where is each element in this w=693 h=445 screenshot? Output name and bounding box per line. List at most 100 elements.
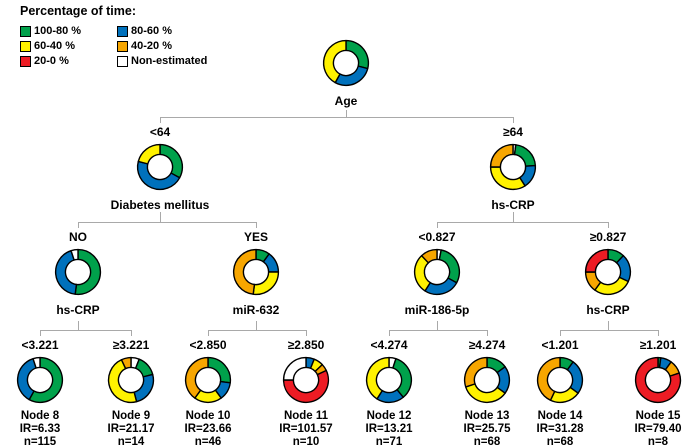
connector-leaf-c-rail xyxy=(389,330,488,331)
tree-leaf-node-10: <2.850 Node 10 IR=23.66 n=46 xyxy=(153,337,263,445)
tree-leaf-node-11: ≥2.850 Node 11 IR=101.57 n=10 xyxy=(251,337,361,445)
leaf-incidence-rate: IR=79.40 xyxy=(634,423,682,435)
branch-label: NO xyxy=(69,230,87,244)
connector-leaf-c-tick-right xyxy=(487,330,488,336)
connector-leaf-d-stem xyxy=(608,321,609,330)
tree-leaf-node-8: <3.221 Node 8 IR=6.33 n=115 xyxy=(0,337,95,445)
legend-item-label: 40-20 % xyxy=(131,40,172,52)
tree-node-hscrp-far-right: ≥0.827 hs-CRP xyxy=(553,229,663,317)
connector-dm-tick-left xyxy=(78,222,79,228)
donut-chart-hscrp-far-right xyxy=(584,248,632,296)
blue-swatch-icon xyxy=(117,25,128,37)
branch-label: ≥4.274 xyxy=(468,338,506,352)
leaf-sample-size: n=71 xyxy=(375,436,403,445)
connector-hscrp-tick-right xyxy=(608,222,609,228)
legend-item-100-80: 100-80 % xyxy=(20,25,117,37)
branch-label: ≥2.850 xyxy=(287,338,325,352)
connector-leaf-d-tick-left xyxy=(560,330,561,336)
branch-label: <1.201 xyxy=(541,338,579,352)
donut-chart-node-13 xyxy=(463,356,511,404)
tree-node-hscrp-no: NO hs-CRP xyxy=(23,229,133,317)
donut-chart-node-10 xyxy=(184,356,232,404)
legend-item-80-60: 80-60 % xyxy=(117,25,207,37)
white-swatch-icon xyxy=(117,55,128,67)
donut-chart-node-9 xyxy=(107,356,155,404)
connector-hscrp-rail xyxy=(437,222,609,223)
node-label: hs-CRP xyxy=(491,198,535,212)
node-label: Diabetes mellitus xyxy=(110,198,210,212)
leaf-name: Node 10 xyxy=(185,410,231,422)
connector-leaf-b-tick-left xyxy=(208,330,209,336)
branch-label: <2.850 xyxy=(189,338,227,352)
connector-hscrp-stem xyxy=(513,212,514,222)
legend: Percentage of time: 100-80 % 80-60 % 60-… xyxy=(20,4,207,67)
node-label: miR-632 xyxy=(232,303,280,317)
branch-label: <4.274 xyxy=(370,338,408,352)
connector-leaf-c-tick-left xyxy=(389,330,390,336)
connector-leaf-c-stem xyxy=(437,321,438,330)
legend-item-non-estimated: Non-estimated xyxy=(117,55,207,67)
leaf-incidence-rate: IR=6.33 xyxy=(19,423,61,435)
leaf-name: Node 12 xyxy=(366,410,412,422)
legend-item-40-20: 40-20 % xyxy=(117,40,207,52)
donut-chart-node-12 xyxy=(365,356,413,404)
connector-hscrp-tick-left xyxy=(437,222,438,228)
leaf-sample-size: n=10 xyxy=(292,436,320,445)
connector-dm-tick-right xyxy=(256,222,257,228)
branch-label: ≥1.201 xyxy=(639,338,677,352)
tree-leaf-node-13: ≥4.274 Node 13 IR=25.75 n=68 xyxy=(432,337,542,445)
connector-root-rail xyxy=(160,117,514,118)
tree-node-age: Age xyxy=(291,36,401,108)
donut-chart-mir632 xyxy=(232,248,280,296)
connector-leaf-b-stem xyxy=(256,321,257,330)
legend-title: Percentage of time: xyxy=(20,4,137,18)
legend-item-60-40: 60-40 % xyxy=(20,40,117,52)
connector-root-stem xyxy=(346,110,347,117)
donut-chart-node-14 xyxy=(536,356,584,404)
leaf-incidence-rate: IR=13.21 xyxy=(365,423,413,435)
connector-leaf-b-tick-right xyxy=(306,330,307,336)
tree-leaf-node-14: <1.201 Node 14 IR=31.28 n=68 xyxy=(505,337,615,445)
branch-label: YES xyxy=(243,230,268,244)
legend-item-label: Non-estimated xyxy=(131,55,208,67)
node-label: hs-CRP xyxy=(586,303,630,317)
connector-leaf-a-stem xyxy=(78,321,79,330)
connector-root-tick-left xyxy=(160,117,161,123)
donut-chart-node-15 xyxy=(634,356,682,404)
green-swatch-icon xyxy=(20,25,31,37)
leaf-incidence-rate: IR=23.66 xyxy=(184,423,232,435)
connector-leaf-d-tick-right xyxy=(658,330,659,336)
connector-dm-stem xyxy=(160,212,161,222)
node-label: Age xyxy=(334,94,358,108)
tree-node-diabetes-mellitus: <64 Diabetes mellitus xyxy=(105,124,215,212)
orange-swatch-icon xyxy=(117,40,128,52)
donut-chart-node-8 xyxy=(16,356,64,404)
leaf-incidence-rate: IR=25.75 xyxy=(463,423,511,435)
branch-label: <3.221 xyxy=(21,338,59,352)
leaf-sample-size: n=68 xyxy=(546,436,574,445)
leaf-incidence-rate: IR=31.28 xyxy=(536,423,584,435)
connector-leaf-a-rail xyxy=(40,330,132,331)
connector-dm-rail xyxy=(78,222,257,223)
leaf-incidence-rate: IR=21.17 xyxy=(107,423,155,435)
branch-label: <64 xyxy=(149,125,171,139)
leaf-name: Node 13 xyxy=(464,410,510,422)
tree-node-mir186-5p: <0.827 miR-186-5p xyxy=(382,229,492,317)
donut-chart-age xyxy=(322,39,370,87)
connector-leaf-a-tick-left xyxy=(40,330,41,336)
node-label: miR-186-5p xyxy=(404,303,470,317)
yellow-swatch-icon xyxy=(20,40,31,52)
branch-label: ≥0.827 xyxy=(589,230,627,244)
tree-node-hscrp-right: ≥64 hs-CRP xyxy=(458,124,568,212)
legend-grid: 100-80 % 80-60 % 60-40 % 40-20 % 20-0 % … xyxy=(20,25,207,67)
donut-chart-diabetes-mellitus xyxy=(136,143,184,191)
connector-root-tick-right xyxy=(513,117,514,123)
node-label: hs-CRP xyxy=(56,303,100,317)
legend-item-label: 100-80 % xyxy=(34,25,82,37)
leaf-sample-size: n=115 xyxy=(23,436,57,445)
legend-item-label: 60-40 % xyxy=(34,40,75,52)
donut-chart-hscrp-no xyxy=(54,248,102,296)
connector-leaf-d-rail xyxy=(560,330,659,331)
leaf-name: Node 8 xyxy=(20,410,60,422)
donut-chart-hscrp-right xyxy=(489,143,537,191)
